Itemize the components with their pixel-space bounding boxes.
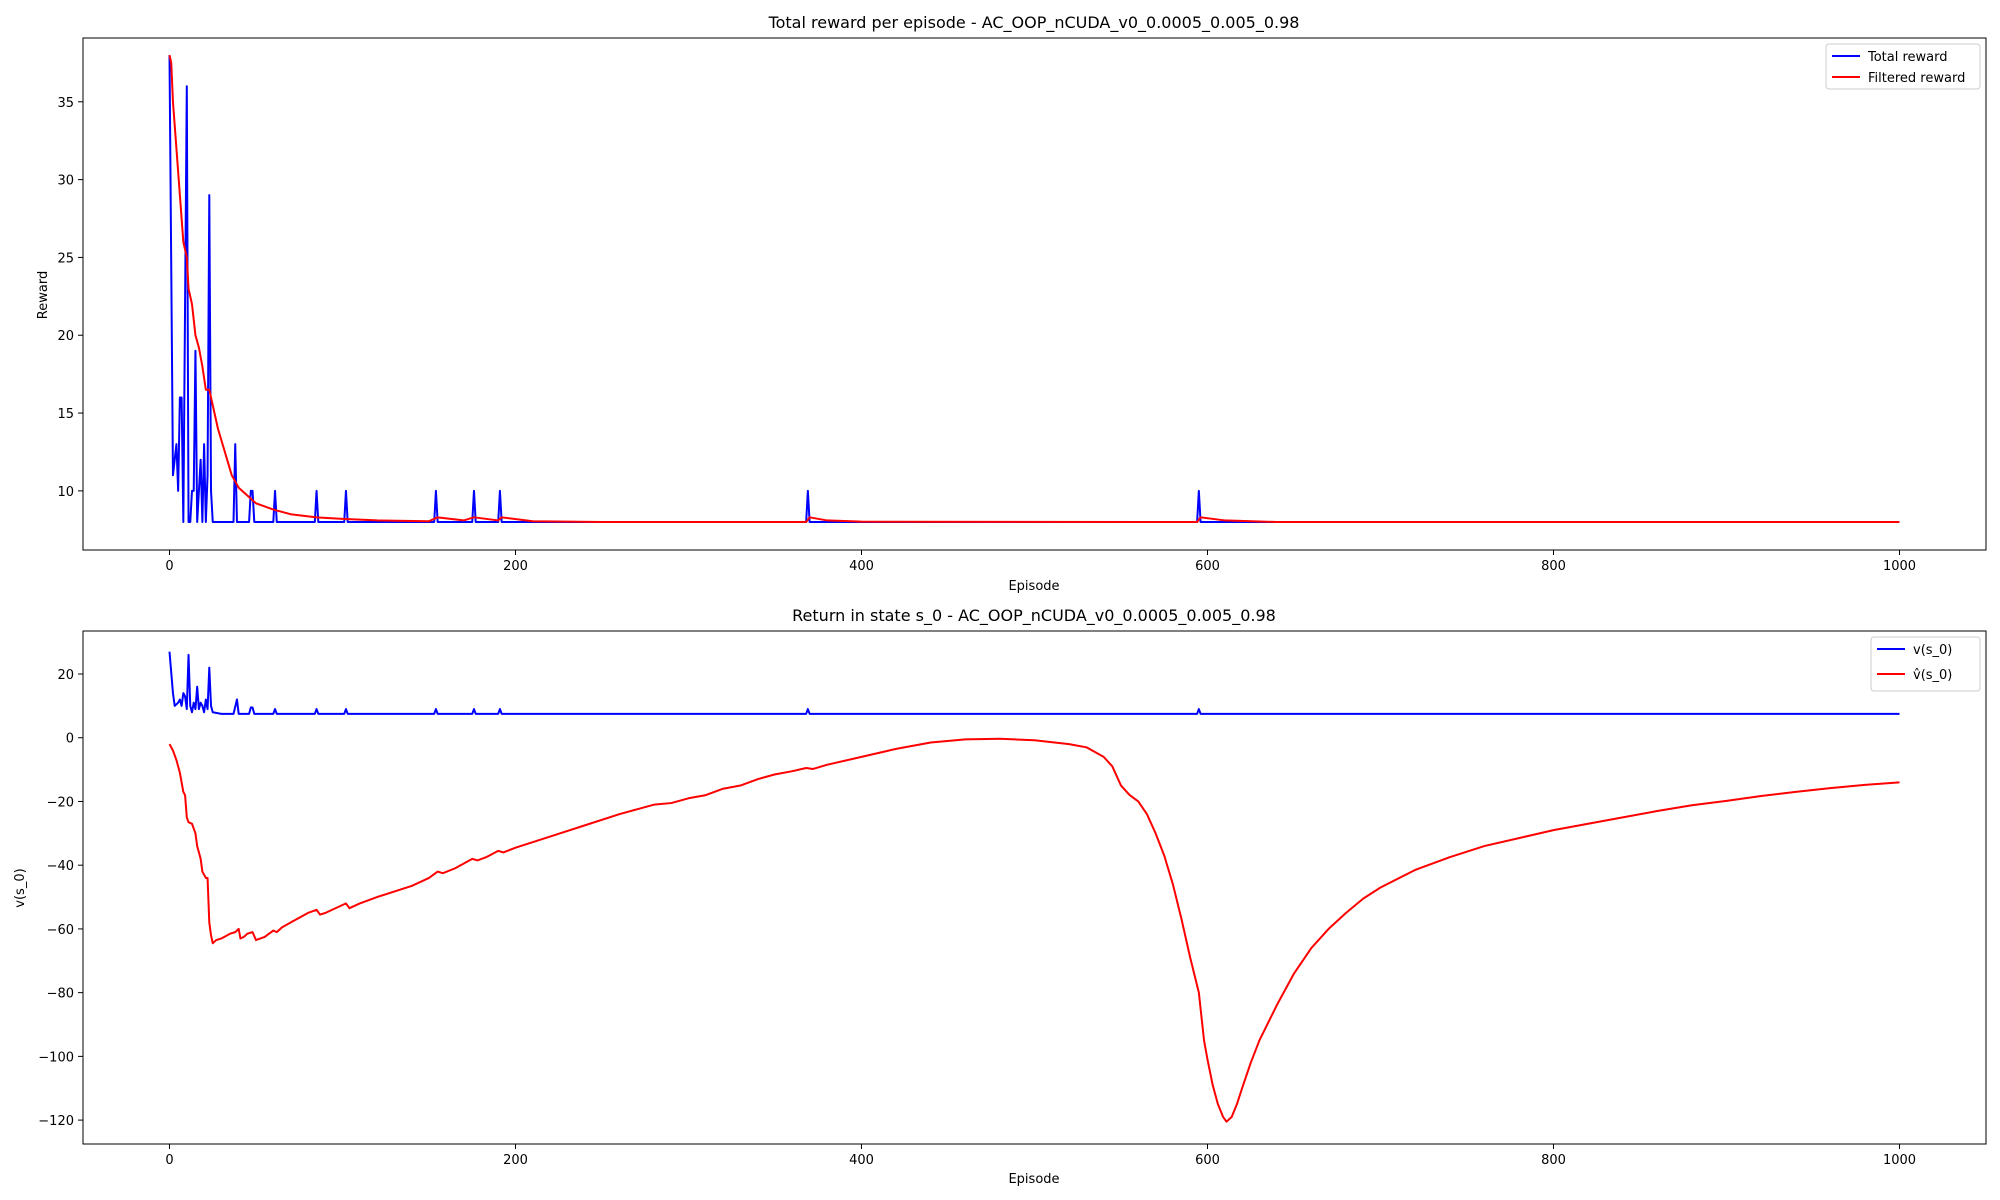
return-ytick-label: −40 — [47, 859, 74, 874]
return-ytick-label: −20 — [47, 795, 74, 810]
return-ytick-label: −80 — [47, 987, 74, 1002]
reward-chart-legend-box — [1825, 43, 1981, 90]
return-chart-panel: Return in state s_0 - AC_OOP_nCUDA_v0_0.… — [13, 606, 1987, 1187]
return-chart-title: Return in state s_0 - AC_OOP_nCUDA_v0_0.… — [792, 606, 1276, 626]
reward-xtick-label: 1000 — [1883, 559, 1916, 574]
return-xtick-label: 800 — [1541, 1153, 1566, 1168]
reward-ytick-label: 15 — [57, 407, 74, 422]
return-xtick-label: 1000 — [1883, 1153, 1916, 1168]
return-series-line-1 — [168, 651, 1900, 715]
reward-ytick-label: 35 — [57, 96, 74, 111]
return-series-line-2 — [168, 737, 1900, 1123]
reward-xtick-label: 200 — [503, 559, 528, 574]
reward-chart-ylabel: Reward — [36, 271, 51, 319]
return-ytick-label: −120 — [38, 1114, 74, 1129]
return-ytick-label: −100 — [38, 1050, 74, 1065]
reward-series-line-2 — [168, 54, 1900, 523]
reward-ytick-label: 10 — [57, 485, 74, 500]
return-legend-label-vhat: v̂(s_0) — [1913, 668, 1952, 683]
reward-xtick-label: 0 — [165, 559, 173, 574]
reward-chart-xlabel: Episode — [1008, 579, 1059, 594]
return-legend-label-v: v(s_0) — [1913, 643, 1952, 658]
reward-legend-label-filtered: Filtered reward — [1868, 71, 1965, 86]
reward-chart-series — [168, 54, 1900, 523]
return-ytick-label: 0 — [66, 732, 74, 747]
reward-xtick-label: 600 — [1195, 559, 1220, 574]
reward-series-line-1 — [168, 55, 1900, 523]
return-chart-legend-box — [1870, 636, 1981, 692]
return-chart-ticks: 0 200 400 600 800 1000 −120 −100 −80 −60 −40 −20 0 20 — [38, 668, 1916, 1168]
reward-xtick-label: 800 — [1541, 559, 1566, 574]
reward-chart-panel: Total reward per episode - AC_OOP_nCUDA_… — [36, 13, 1987, 594]
return-ytick-label: −60 — [47, 923, 74, 938]
return-chart-xlabel: Episode — [1008, 1172, 1059, 1187]
return-xtick-label: 400 — [849, 1153, 874, 1168]
return-xtick-label: 600 — [1195, 1153, 1220, 1168]
reward-chart-title: Total reward per episode - AC_OOP_nCUDA_… — [768, 13, 1300, 33]
return-xtick-label: 0 — [165, 1153, 173, 1168]
reward-ytick-label: 20 — [57, 329, 74, 344]
return-chart-series — [168, 651, 1900, 1123]
reward-xtick-label: 400 — [849, 559, 874, 574]
return-xtick-label: 200 — [503, 1153, 528, 1168]
return-chart-frame — [82, 630, 1987, 1145]
reward-chart-legend: Total reward Filtered reward — [1825, 43, 1981, 90]
reward-legend-label-total: Total reward — [1867, 50, 1948, 65]
return-chart-ylabel: v(s_0) — [13, 868, 28, 907]
return-chart-legend: v(s_0) v̂(s_0) — [1870, 636, 1981, 692]
return-ytick-label: 20 — [57, 668, 74, 683]
reward-ytick-label: 30 — [57, 174, 74, 189]
reward-chart-ticks: 0 200 400 600 800 1000 10 15 20 25 30 35 — [57, 96, 1916, 574]
reward-chart-frame — [82, 37, 1987, 551]
reward-ytick-label: 25 — [57, 251, 74, 266]
